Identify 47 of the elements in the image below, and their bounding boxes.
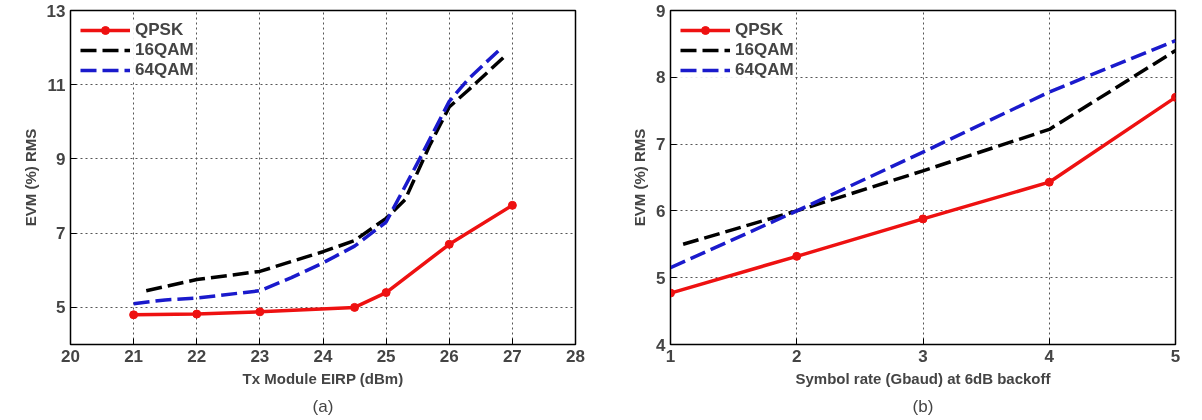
x-tick-label: 27 [502,346,522,366]
x-tick-label: 4 [1044,346,1055,366]
text: (b) [912,396,934,416]
point [381,288,391,298]
text: (a) [312,396,334,416]
legend-label: QPSK [735,20,784,40]
x-tick-label: 23 [250,346,270,366]
y-tick-label: 9 [656,1,666,21]
point [129,310,139,320]
y-axis-title: EVM (%) RMS [631,128,649,227]
x-tick-label: 2 [792,346,802,366]
point [792,251,802,261]
x-tick-label: 24 [313,346,333,366]
line-series [670,38,1176,270]
x-tick-label: 28 [566,346,585,366]
x-tick-label: 26 [439,346,459,366]
y-tick-label: 5 [656,268,666,288]
x-tick-label: 20 [61,346,80,366]
y-tick-label: 13 [46,1,66,21]
point [1044,177,1054,187]
x-axis-title: Symbol rate (Gbaud) at 6dB backoff [795,369,1052,387]
legend-label: 64QAM [735,60,794,80]
point [507,200,517,210]
x-tick-label: 5 [1170,346,1181,366]
x-tick-label: 25 [376,346,396,366]
x-tick-label: 1 [665,346,676,366]
y-tick-label: 8 [656,68,666,88]
x-tick-label: 21 [124,346,144,366]
x-tick-label: 22 [187,346,207,366]
legend-label: 64QAM [135,60,194,80]
y-tick-label: 9 [56,149,66,169]
point [350,302,360,312]
y-tick-label: 7 [656,135,666,155]
y-tick-label: 7 [56,224,66,244]
y-tick-label: 6 [656,201,666,221]
legend-label: 16QAM [735,40,794,60]
legend-label: QPSK [135,20,184,40]
x-axis-title: Tx Module EIRP (dBm) [242,369,404,387]
legend-label: 16QAM [135,40,194,60]
point [918,214,928,224]
point [192,309,202,319]
x-tick-label: 3 [918,346,928,366]
y-tick-label: 11 [47,75,66,95]
point [444,239,454,249]
y-axis-title: EVM (%) RMS [21,128,39,227]
point [255,307,265,317]
y-tick-label: 5 [56,298,66,318]
